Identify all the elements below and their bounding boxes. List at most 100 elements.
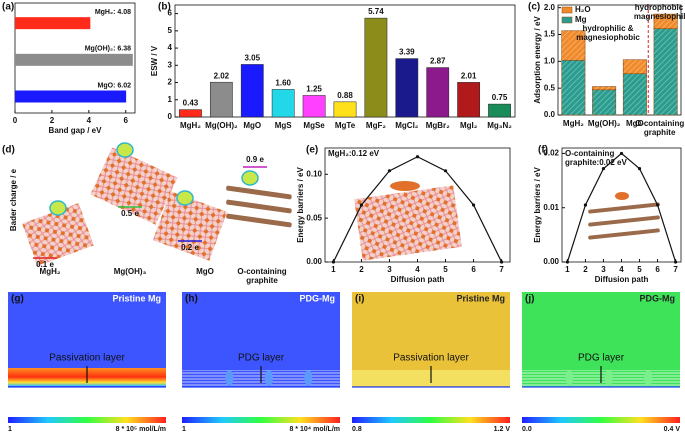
marker [415,155,420,159]
y-tick-label: 0.10 [306,169,322,178]
marker [601,167,606,171]
charge-blob [49,200,67,216]
bar [426,67,450,118]
x-tick-label: 2 [359,265,364,274]
x-tick-label: MgF₂ [366,121,386,130]
ion-image [615,192,629,200]
charge-blob [176,190,194,206]
y-tick-label: 0.5 [544,83,556,92]
x-tick-label: 4 [415,265,420,274]
bar [15,17,91,30]
hatch [592,86,616,90]
value-label: 2.01 [461,71,477,80]
x-tick-label: 0 [13,116,18,125]
marker [359,203,364,207]
x-tick-label: 1 [565,265,570,274]
x-tick-label: MgCl₂ [395,121,419,130]
y-tick-label: 1.5 [544,30,556,39]
value-label: 5.74 [368,7,384,16]
bar [333,101,357,118]
graphite-layer [588,202,660,214]
value-label: Mg(OH)₂: 6.38 [85,46,131,53]
x-tick-label: MgH₂ [180,121,201,130]
marker [655,203,660,207]
colorbar-max: 0.4 V [664,426,681,433]
colorbar [352,417,510,423]
x-tick-label: MgO [626,119,644,128]
y-tick-label: 0.00 [543,257,559,266]
x-tick-label: 6 [471,265,476,274]
y-tick-label: 5 [168,26,173,35]
panel-title: PDG-Mg [640,293,676,303]
graphite-layer [588,228,660,240]
structure-name: Mg(OH)₃ [114,267,147,276]
structure-name: MgO [196,267,214,276]
graphite-layer [226,199,292,214]
x-tick-label: 2 [583,265,588,274]
colorbar [522,417,680,423]
marker [619,151,624,156]
x-tick-label: 5 [637,265,642,274]
bar [179,109,202,118]
annotation: hydrophilic & magnesiophobic [576,24,640,42]
panel-label: (i) [355,294,364,305]
y-axis-label: ESW / V [150,45,159,76]
colorbar-min: 1 [182,426,186,433]
pore [644,370,653,386]
x-tick-label: MgO [243,121,261,130]
x-tick-label: 6 [655,265,660,274]
pore [225,370,234,386]
x-tick-label: 1 [331,265,336,274]
annotation: O-containing graphite:0.02 eV [565,149,627,167]
marker [387,169,392,173]
x-axis-label: Diffusion path [595,275,649,284]
bar [488,103,511,118]
value-label: 1.60 [275,79,291,88]
y-tick-label: 1 [168,95,173,104]
panel-label: (d) [2,145,15,156]
marker [331,260,336,264]
y-tick-label: 3 [168,60,173,69]
legend-swatch [561,16,573,24]
hatch [561,60,586,115]
legend-label: H₂O [575,5,591,14]
x-tick-label: 4 [87,116,92,125]
y-tick-label: 2.0 [544,3,556,12]
crystal-image [90,147,178,225]
x-tick-label: 7 [673,265,678,274]
crystal-image [152,191,228,261]
x-tick-label: Mg₃N₂ [487,121,512,130]
x-tick-label: MgTe [335,121,356,130]
y-tick-label: 0.05 [306,213,322,222]
panel-label: (j) [525,294,534,305]
bar [395,58,419,118]
x-axis-label: Diffusion path [391,275,445,284]
graphite-layer [226,213,292,228]
x-tick-label: Mg(OH)₂ [205,121,238,130]
y-tick-label: 1.0 [544,56,556,65]
hatch [561,30,586,61]
colorbar [182,417,340,423]
x-tick-label: MgH₂ [563,119,584,128]
x-axis-label: Band gap / eV [49,126,103,135]
pore [604,370,613,386]
y-tick-label: 4 [168,43,173,52]
marker [565,260,570,264]
x-tick-label: 4 [619,265,624,274]
substrate [522,387,680,414]
panel-label: (e) [306,145,318,156]
charge-label: 0.9 e [246,155,264,164]
y-axis-label: Energy barriers / eV [296,167,305,243]
x-tick-label: O-containing graphite [635,119,684,137]
charge-label: 0.2 e [181,243,199,252]
panel-label: (a) [2,2,14,13]
bar [271,89,295,118]
charge-label: 0.5 e [121,209,139,218]
value-label: 0.88 [337,91,353,100]
bar [15,53,133,66]
bar [240,64,264,118]
bar [457,82,481,118]
substrate [182,387,340,414]
x-tick-label: 5 [443,265,448,274]
marker [637,167,642,171]
